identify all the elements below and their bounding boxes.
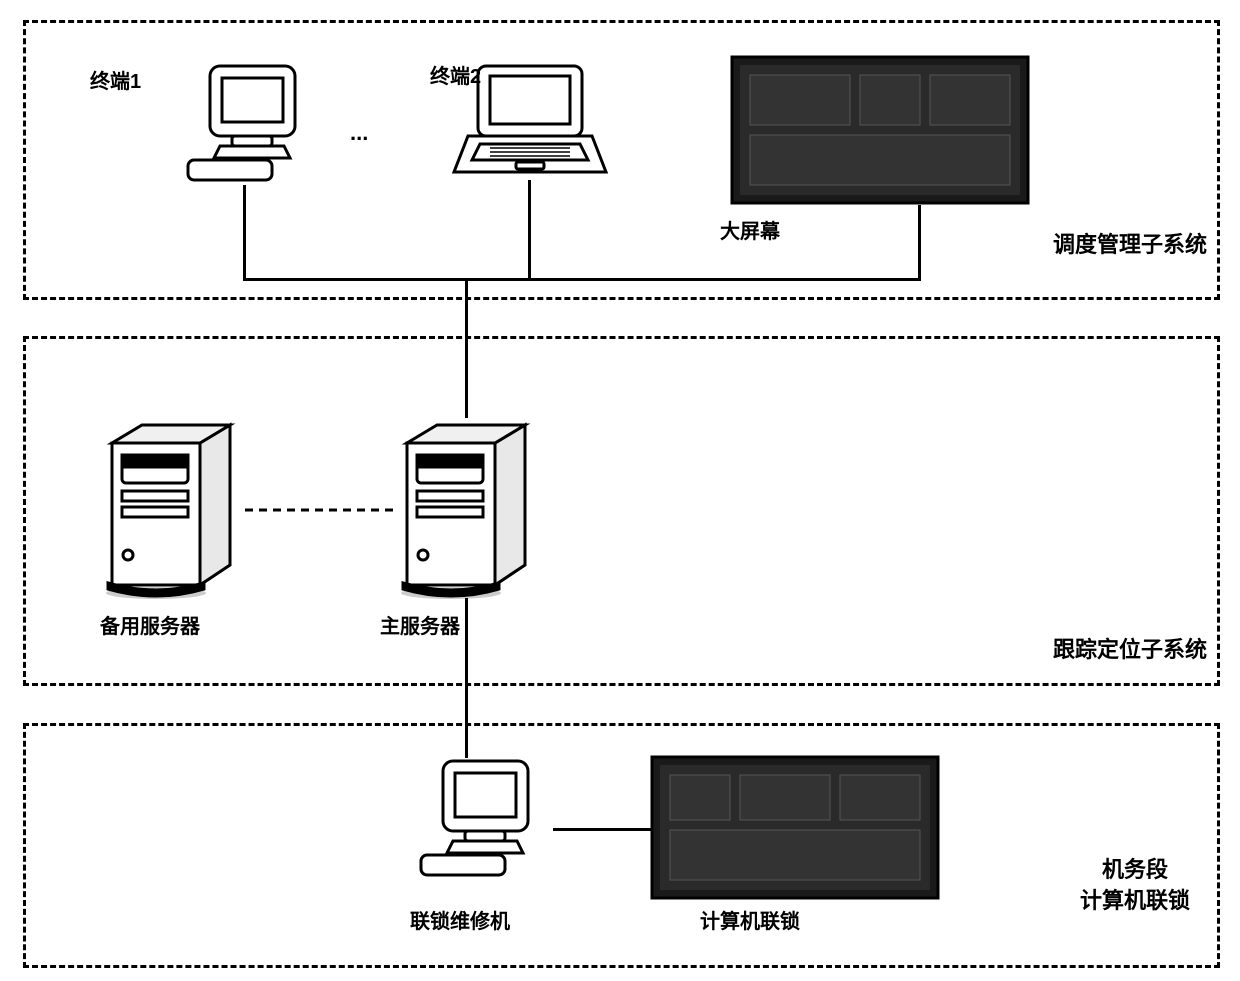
ellipsis-text: ... (350, 120, 368, 146)
backup-server-label: 备用服务器 (100, 610, 200, 639)
section-top-label: 调度管理子系统 (1040, 230, 1220, 261)
interlock-screen-icon (650, 755, 940, 900)
edge-terminal2-bus (528, 180, 531, 280)
backup-server-icon (100, 415, 245, 600)
interlock-pc-icon (403, 755, 553, 880)
bigscreen-label: 大屏幕 (720, 215, 780, 244)
interlock-screen-label: 计算机联锁 (700, 905, 800, 934)
main-server-label: 主服务器 (380, 610, 460, 639)
edge-pc-to-screen (553, 828, 653, 831)
edge-backup-main (245, 508, 395, 512)
edge-main-to-pc (465, 598, 468, 758)
bigscreen-icon (730, 55, 1030, 205)
main-server-icon (395, 415, 540, 600)
edge-terminal1-bus (243, 185, 246, 280)
terminal1-icon (170, 60, 320, 185)
interlock-pc-label: 联锁维修机 (410, 905, 510, 934)
terminal1-label: 终端1 (90, 65, 141, 94)
edge-bus-top (243, 278, 921, 281)
section-bottom (23, 723, 1220, 968)
section-middle-label: 跟踪定位子系统 (1040, 635, 1220, 666)
section-bottom-label: 机务段 计算机联锁 (1050, 855, 1220, 917)
edge-bigscreen-bus (918, 205, 921, 280)
terminal2-label: 终端2 (430, 60, 481, 89)
edge-bus-to-main (465, 278, 468, 418)
